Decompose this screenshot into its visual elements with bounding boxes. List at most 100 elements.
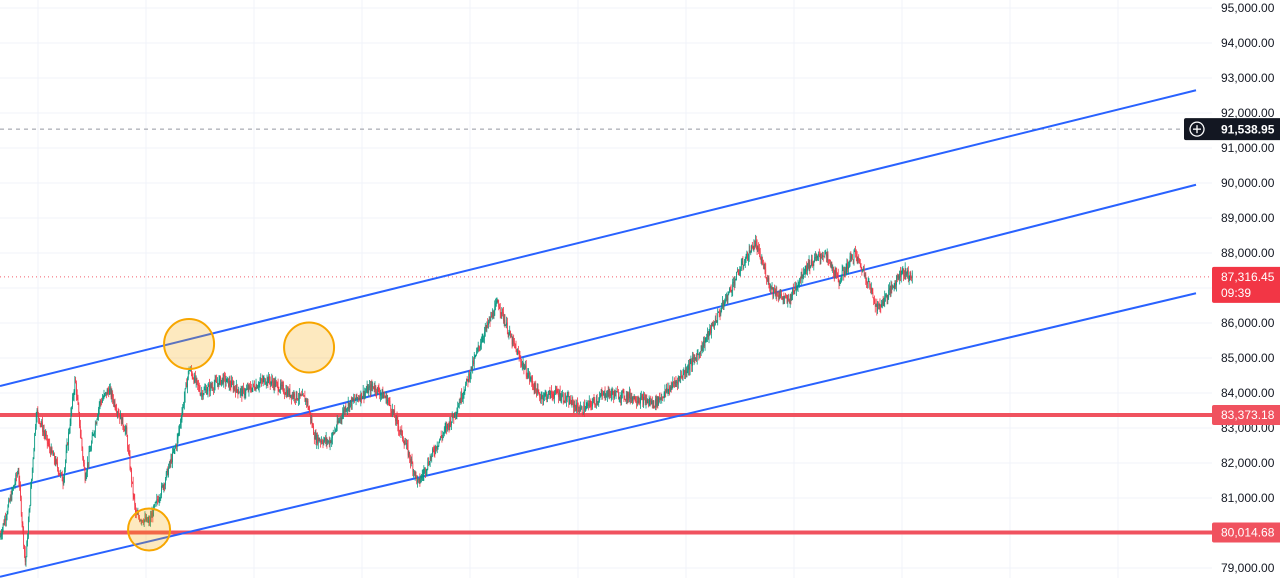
candle-body [540,397,541,399]
candle-body [55,461,56,464]
touch-marker-circle[interactable] [128,509,170,551]
candle-body [442,434,443,437]
candle-body [397,417,398,420]
touch-marker-circle[interactable] [284,323,334,373]
candle-body [902,270,903,275]
candle-body [873,292,874,297]
candle-body [395,418,396,421]
candle-body [611,394,612,397]
candle-body [860,263,861,264]
candle-body [417,479,418,482]
candle-body [255,389,256,390]
candle-body [82,439,83,448]
candle-body [557,393,558,394]
candle-body [120,414,121,419]
candle-body [774,288,775,293]
candle-body [107,390,108,395]
candle-body [564,401,565,402]
candle-body [906,274,907,275]
candle-body [161,486,162,495]
candle-body [451,421,452,425]
candle-body [308,401,309,408]
candle-body [154,506,155,507]
candle-body [851,255,852,259]
candle-body [112,393,113,397]
touch-markers[interactable] [128,319,334,551]
candle-body [831,263,832,265]
candle-body [202,393,203,397]
candle-body [520,357,521,358]
candle-body [828,260,829,261]
candle-body [891,285,892,293]
candle-body [381,394,382,395]
candle-body [583,405,584,414]
candle-body [826,252,827,257]
candle-body [125,429,126,431]
candle-body [683,370,684,373]
candle-body [277,383,278,384]
candle-body [270,381,271,384]
candle-body [406,443,407,444]
candle-body [685,369,686,373]
candle-body [377,387,378,393]
candle-body [576,403,577,411]
candle-body [696,358,697,361]
candle-body [567,396,568,399]
candle-body [531,378,532,382]
candle-body [447,424,448,429]
candle-body [134,495,135,498]
candle-body [663,398,664,399]
candle-body [353,398,354,400]
candle-body [327,438,328,442]
candle-body [494,307,495,316]
candle-body [489,319,490,322]
candle-body [290,395,291,397]
candle-body [460,402,461,403]
candle-body [455,413,456,415]
candle-body [606,396,607,397]
candle-body [27,538,28,542]
candle-body [594,399,595,401]
price-axis-tick-label: 81,000.00 [1221,491,1275,505]
candle-body [763,264,764,268]
candle-body [425,468,426,472]
candle-body [402,431,403,439]
candle-body [410,459,411,463]
candle-body [131,470,132,482]
candle-body [499,307,500,309]
candle-body [687,370,688,372]
candle-body [93,434,94,435]
candle-body [746,253,747,258]
candle-body [535,383,536,389]
candle-body [776,291,777,296]
candle-body [201,393,202,394]
candle-body [832,267,833,268]
candle-body [456,413,457,415]
candle-body [642,397,643,405]
candle-body [572,399,573,401]
candle-body [676,382,677,383]
touch-marker-circle[interactable] [164,319,214,369]
candle-body [821,257,822,258]
candle-body [674,383,675,384]
candle-body [461,394,462,400]
candle-body [193,379,194,383]
candle-body [469,374,470,379]
candle-body [505,325,506,326]
candle-body [522,364,523,365]
candle-body [353,399,354,400]
candle-body [9,500,10,501]
candle-body [30,505,31,509]
candle-body [619,399,620,400]
candle-body [824,253,825,256]
candle-body [436,446,437,448]
candle-body [647,399,648,403]
candle-body [215,380,216,385]
candle-body [24,545,25,551]
candle-body [128,449,129,450]
candle-body [702,347,703,350]
candle-body [209,385,210,392]
candle-body [371,384,372,391]
